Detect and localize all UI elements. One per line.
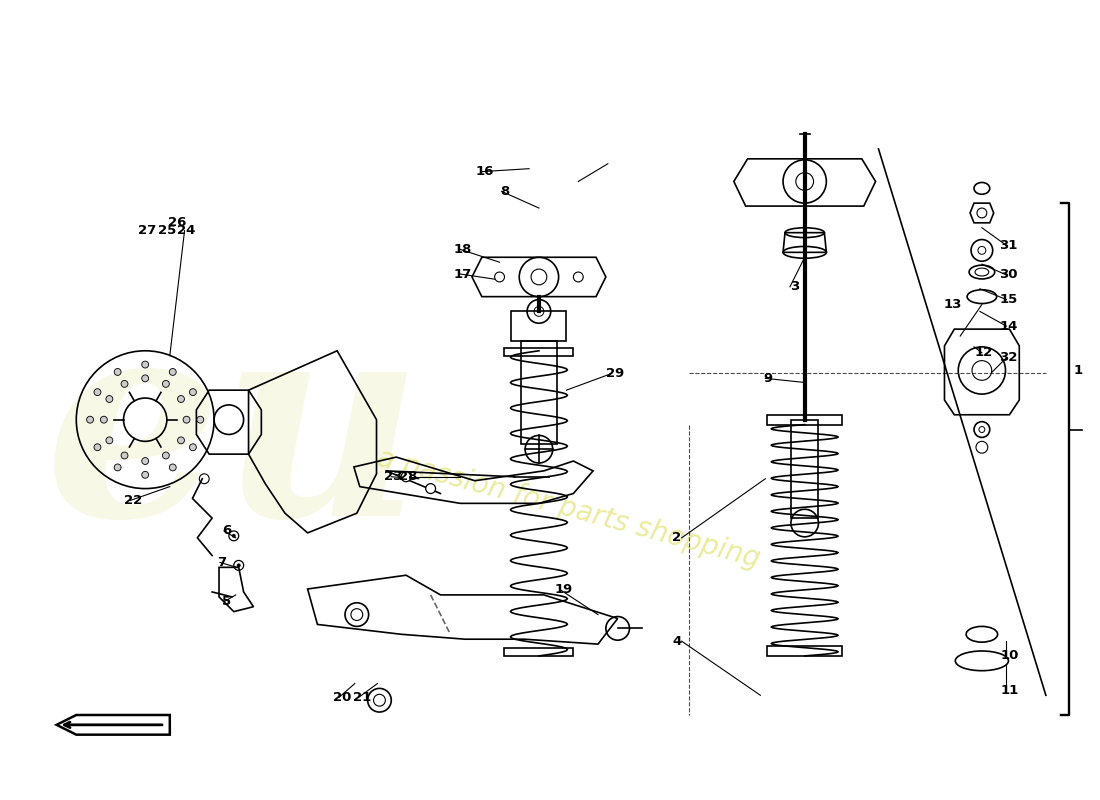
Circle shape: [142, 471, 148, 478]
Circle shape: [573, 272, 583, 282]
Text: 15: 15: [999, 293, 1018, 306]
Text: 1: 1: [1074, 364, 1082, 377]
Circle shape: [114, 369, 121, 375]
Text: eu: eu: [44, 305, 424, 574]
Text: 2: 2: [672, 531, 681, 544]
Circle shape: [232, 534, 235, 538]
Bar: [768, 414, 843, 425]
Bar: [505, 648, 573, 656]
Text: 9: 9: [763, 372, 773, 385]
Bar: [791, 420, 818, 518]
Circle shape: [142, 361, 148, 368]
Bar: [521, 341, 557, 444]
Text: 20: 20: [333, 690, 351, 704]
Text: 32: 32: [999, 351, 1018, 364]
Text: 19: 19: [554, 583, 573, 597]
Circle shape: [106, 437, 113, 444]
Circle shape: [121, 381, 128, 387]
Polygon shape: [56, 715, 169, 734]
Text: 8: 8: [499, 185, 509, 198]
Text: 11: 11: [1000, 684, 1019, 697]
Circle shape: [87, 416, 94, 423]
Circle shape: [114, 464, 121, 471]
Circle shape: [106, 395, 113, 402]
Circle shape: [163, 381, 169, 387]
Circle shape: [94, 444, 101, 450]
Text: 12: 12: [975, 346, 993, 359]
Circle shape: [163, 452, 169, 459]
Text: 31: 31: [999, 239, 1018, 252]
Circle shape: [197, 416, 204, 423]
Text: 3: 3: [790, 280, 800, 294]
Circle shape: [100, 416, 108, 423]
Text: 16: 16: [475, 165, 494, 178]
Circle shape: [169, 464, 176, 471]
Text: 23: 23: [384, 470, 403, 483]
Circle shape: [177, 395, 185, 402]
Text: 7: 7: [218, 556, 227, 569]
Text: 17: 17: [454, 267, 472, 281]
Circle shape: [142, 375, 148, 382]
Text: 28: 28: [399, 470, 417, 483]
Circle shape: [169, 369, 176, 375]
Text: 27: 27: [138, 224, 156, 237]
Bar: [505, 348, 573, 356]
Circle shape: [236, 563, 241, 567]
Bar: [512, 311, 566, 341]
Circle shape: [495, 272, 505, 282]
Text: 6: 6: [222, 525, 231, 538]
Text: 4: 4: [672, 634, 681, 648]
Circle shape: [426, 484, 436, 494]
Text: 5: 5: [222, 595, 231, 608]
Circle shape: [121, 452, 128, 459]
Text: 26: 26: [167, 216, 186, 230]
Bar: [768, 646, 843, 656]
Text: 10: 10: [1000, 650, 1019, 662]
Text: a passion for parts shopping: a passion for parts shopping: [374, 443, 763, 573]
Circle shape: [189, 389, 197, 395]
Circle shape: [142, 458, 148, 465]
Text: 13: 13: [943, 298, 961, 311]
Circle shape: [94, 389, 101, 395]
Text: 21: 21: [353, 690, 371, 704]
Text: 14: 14: [999, 320, 1018, 333]
Circle shape: [402, 472, 411, 482]
Text: 25: 25: [157, 224, 176, 237]
Text: 22: 22: [124, 494, 143, 507]
Text: 18: 18: [454, 243, 472, 256]
Text: 29: 29: [606, 367, 624, 380]
Circle shape: [183, 416, 190, 423]
Text: 24: 24: [177, 224, 196, 237]
Circle shape: [189, 444, 197, 450]
Text: 30: 30: [999, 269, 1018, 282]
Circle shape: [177, 437, 185, 444]
